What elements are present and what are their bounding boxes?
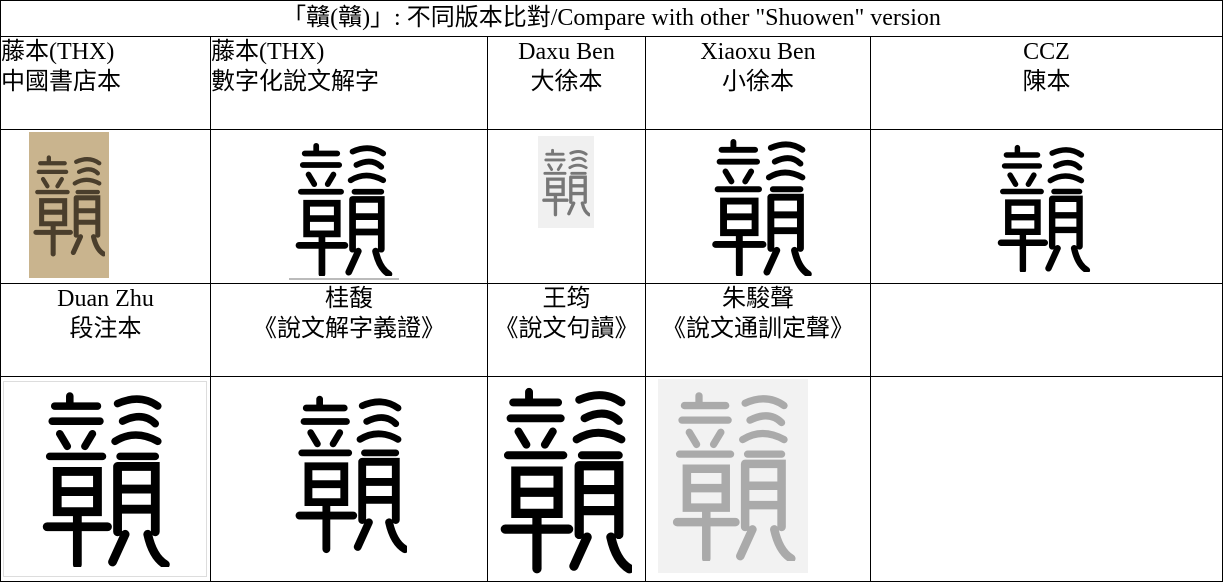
label: 朱駿聲	[722, 286, 794, 312]
label: Duan Zhu	[57, 286, 154, 312]
image-cell	[645, 376, 871, 582]
image-cell	[210, 376, 488, 582]
empty-cell	[869, 283, 1224, 377]
label: 陳本	[1022, 69, 1071, 95]
label: 《說文解字義證》	[253, 316, 445, 342]
label: 《說文句讀》	[494, 316, 639, 342]
seal-image	[991, 142, 1101, 274]
seal-image	[538, 136, 594, 228]
label-cell: Duan Zhu 段注本	[0, 283, 211, 377]
seal-image	[658, 379, 808, 573]
label: 桂馥	[325, 286, 373, 312]
label-cell: 朱駿聲《說文通訓定聲》	[645, 283, 871, 377]
seal-image	[496, 379, 636, 579]
label: 藤本(THX)	[1, 39, 115, 65]
label-cell: 王筠 《說文句讀》	[487, 283, 646, 377]
image-cell	[0, 129, 211, 284]
label: 數字化說文解字	[211, 69, 380, 95]
label: 藤本(THX)	[211, 39, 325, 65]
label: 中國書店本	[1, 69, 122, 95]
seal-image	[3, 381, 207, 577]
label: 王筠	[542, 286, 591, 312]
table-title: 「贛(贛)」: 不同版本比對/Compare with other "Shuow…	[0, 0, 1224, 37]
label: Daxu Ben	[518, 39, 615, 65]
label-cell: Xiaoxu Ben 小徐本	[645, 36, 871, 130]
image-cell	[869, 129, 1224, 284]
label-cell: 藤本(THX) 中國書店本	[0, 36, 211, 130]
image-cell	[487, 129, 646, 284]
label-cell: Daxu Ben 大徐本	[487, 36, 646, 130]
seal-image	[696, 136, 826, 278]
image-cell	[487, 376, 646, 582]
image-cell	[0, 376, 211, 582]
seal-image	[291, 379, 411, 569]
image-cell	[210, 129, 488, 284]
label: 段注本	[69, 316, 142, 342]
label: 小徐本	[722, 69, 794, 95]
seal-image	[29, 132, 109, 278]
image-cell	[645, 129, 871, 284]
label: CCZ	[1023, 39, 1070, 65]
empty-cell	[869, 376, 1224, 582]
seal-image	[289, 140, 399, 280]
label-cell: 桂馥《說文解字義證》	[210, 283, 488, 377]
label-cell: 藤本(THX) 數字化說文解字	[210, 36, 488, 130]
label: Xiaoxu Ben	[700, 39, 816, 65]
label-cell: CCZ 陳本	[869, 36, 1224, 130]
label: 《說文通訓定聲》	[662, 316, 854, 342]
label: 大徐本	[530, 69, 603, 95]
